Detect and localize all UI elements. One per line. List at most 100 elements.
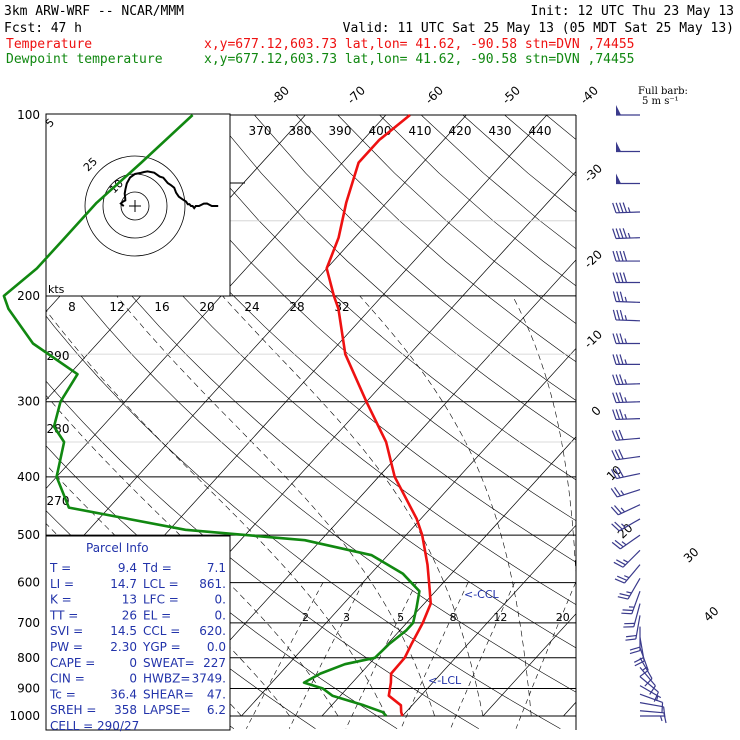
wind-barb-flag (615, 430, 621, 441)
parcel-param-label: CCL = (143, 624, 180, 638)
isotherm-line (46, 115, 387, 489)
wind-barb-flag (661, 702, 664, 713)
isotherm-line (241, 347, 576, 717)
mixing-ratio-line (288, 582, 364, 729)
parcel-param-label: LI = (50, 577, 74, 591)
wind-barb-flag (619, 354, 624, 365)
mixing-ratio-label: 2 (302, 611, 309, 624)
wind-barb-flag (615, 354, 621, 365)
wind-barb-staff (624, 564, 641, 584)
parcel-param-value: 0. (215, 593, 226, 607)
dry-adiabat-line (46, 182, 576, 649)
wind-barb-half-flag (624, 359, 628, 365)
wind-barb-flag (614, 449, 621, 460)
wind-barb-flag (612, 291, 617, 302)
isotherm-line (160, 259, 576, 717)
wind-barb-flag (611, 450, 617, 461)
wind-barb-flag (610, 488, 618, 498)
parcel-param-value: 227 (203, 656, 226, 670)
parcel-param-value: 358 (114, 703, 137, 717)
wind-barb-staff (615, 211, 641, 214)
isotherm-label: 30 (681, 545, 702, 566)
isotherm-line (724, 115, 740, 716)
parcel-param-value: 7.1 (207, 561, 226, 575)
wind-barb-flag (616, 291, 621, 302)
wind-barb-flag (619, 593, 630, 597)
wind-barb-half-flag (621, 541, 627, 546)
wind-barb (612, 392, 641, 404)
wind-barb-half-flag (624, 315, 628, 321)
mixing-ratio-line (400, 582, 469, 729)
wind-barb-half-flag (624, 397, 628, 403)
model-title: 3km ARW-WRF -- NCAR/MMM (4, 4, 184, 19)
dewpoint-profile (2, 114, 421, 717)
hodograph-units-label: kts (48, 283, 65, 296)
temperature-location: x,y=677.12,603.73 lat,lon= 41.62, -90.58… (204, 37, 634, 52)
wind-barb-staff (631, 591, 641, 614)
wind-barb-half-flag (623, 559, 629, 563)
wind-barb (613, 549, 641, 568)
pressure-label: 1000 (9, 709, 40, 723)
parcel-param-label: Tc = (49, 687, 76, 701)
wind-barb-staff (616, 455, 641, 461)
theta-e-label: 370 (249, 124, 272, 138)
background-lines (46, 115, 740, 729)
wind-barb-staff (639, 710, 664, 714)
pressure-label: 400 (17, 470, 40, 484)
wind-barb-flag (649, 685, 656, 695)
isotherm-label: -10 (581, 327, 605, 351)
parcel-param-label: SVI = (50, 624, 83, 638)
wind-barb-flag (614, 578, 625, 584)
dry-adiabat-line (46, 315, 561, 729)
parcel-param-label: PW = (50, 640, 83, 654)
wind-barb-flag (617, 467, 624, 478)
wind-barb (612, 272, 640, 284)
wind-barb (612, 309, 641, 322)
wind-barb-flag (622, 250, 628, 262)
dry-adiabat-line (630, 115, 740, 729)
wind-barb-flag (612, 202, 617, 214)
parcel-param-label: LFC = (143, 593, 179, 607)
parcel-param-label: EL = (143, 608, 171, 622)
dry-adiabat-line (588, 115, 740, 729)
wind-barb-flag (614, 521, 623, 530)
parcel-param-value: 0 (129, 672, 137, 686)
wind-barb-staff (627, 577, 641, 600)
theta-e-label: 430 (489, 124, 512, 138)
ccl-marker: <-CCL (464, 588, 500, 601)
wind-barb (617, 577, 641, 600)
wind-barb-half-flag (621, 523, 626, 528)
dewpoint-legend: Dewpoint temperature (6, 52, 163, 67)
wind-barb-flag (619, 228, 624, 239)
parcel-info-title: Parcel Info (86, 541, 149, 555)
wind-barb-half-flag (624, 296, 628, 303)
isotherm-line (644, 115, 740, 716)
moist-adiabat-line (359, 295, 532, 717)
wind-barb-pennant (616, 141, 621, 152)
parcel-param-value: 9.4 (118, 561, 137, 575)
parcel-param-label: T = (49, 561, 71, 575)
wind-barb-flag (619, 250, 624, 262)
wind-barb-staff (615, 300, 641, 303)
mixing-ratio-label: 12 (493, 611, 507, 624)
mixing-ratio-line (345, 582, 417, 729)
wind-barb-flag (610, 506, 619, 516)
dry-adiabat-line (46, 249, 576, 693)
isotherm-label: -20 (581, 247, 605, 271)
mixing-ratio-label: 8 (450, 611, 457, 624)
wind-barb (612, 333, 640, 345)
wind-barb-staff (635, 615, 641, 640)
wind-barb (610, 504, 641, 516)
forecast-label: Fcst: (4, 21, 43, 36)
parcel-param-value: 6.2 (207, 703, 226, 717)
height-scale-label: 12 (109, 300, 124, 314)
theta-label: 280 (47, 422, 70, 436)
wind-barb-flag (619, 291, 624, 302)
wind-barb (612, 374, 641, 386)
wind-barb-pennant (616, 105, 621, 115)
wind-barb (640, 715, 664, 722)
dewpoint-location: x,y=677.12,603.73 lat,lon= 41.62, -90.58… (204, 52, 634, 67)
wind-barb (639, 666, 656, 695)
forecast-hour: 47 h (51, 21, 82, 36)
isotherm-label: -60 (422, 83, 446, 107)
